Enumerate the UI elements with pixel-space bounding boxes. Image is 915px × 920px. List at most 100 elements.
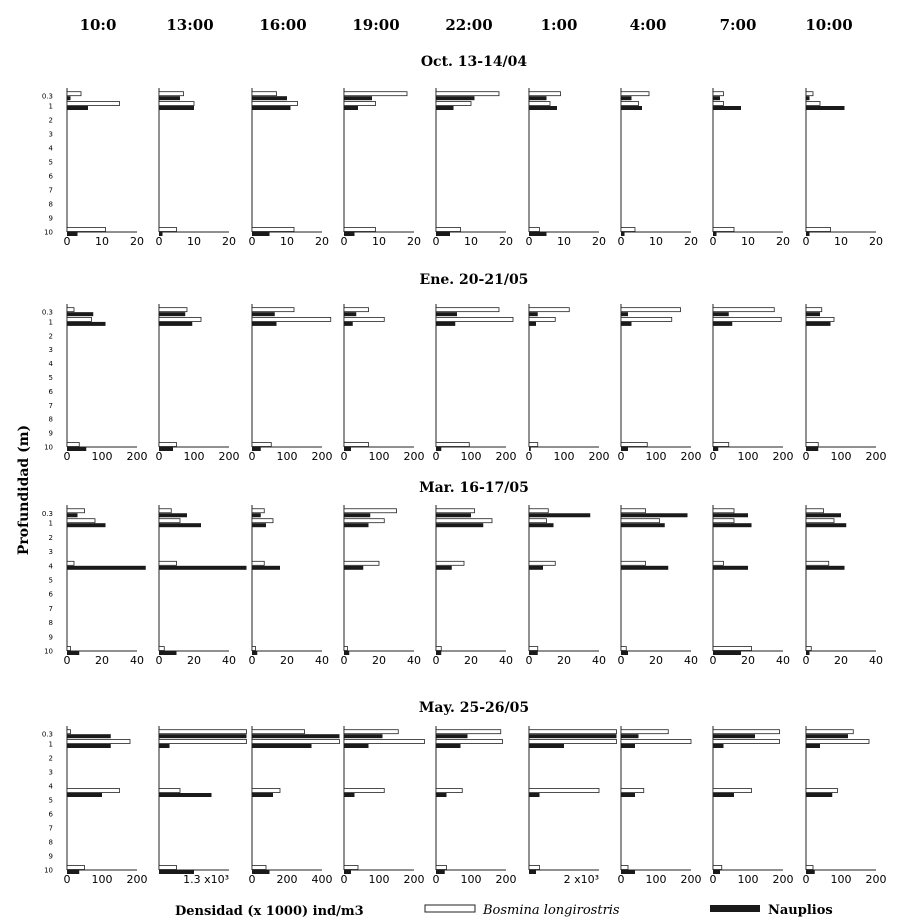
x-tick-label: 40 [684, 654, 698, 667]
x-tick-label: 20 [407, 235, 421, 248]
bar-bosmina [158, 101, 195, 106]
bar-bosmina [251, 646, 256, 651]
bar-bosmina [712, 518, 735, 524]
bar-bosmina [66, 316, 92, 322]
bar-nauplios [159, 793, 212, 797]
depth-tick-label: 9 [49, 215, 53, 223]
panel: 0 100 200 [803, 304, 887, 463]
depth-tick-label: 10 [44, 229, 53, 237]
bar-bosmina [712, 865, 723, 870]
bar-nauplios [67, 106, 88, 110]
bar-nauplios [436, 312, 457, 317]
bar-bosmina [251, 729, 305, 735]
bar-bosmina [158, 729, 247, 735]
x-tick-label: 100 [831, 450, 852, 463]
x-tick-label: 40 [499, 654, 513, 667]
x-tick-label: 20 [95, 654, 109, 667]
bar-nauplios [713, 312, 729, 317]
x-tick-label: 200 [589, 450, 610, 463]
panel: 2 x10³ [528, 726, 617, 886]
bar-nauplios [67, 651, 80, 655]
panel: 0 100 200 [433, 304, 517, 463]
section-title: Mar. 16-17/05 [419, 480, 529, 496]
bar-nauplios [529, 793, 540, 797]
bar-bosmina [805, 101, 821, 106]
panel: 0 100 200 [249, 304, 333, 463]
depth-tick-label: 4 [49, 562, 54, 570]
panel: 0 100 200 [433, 726, 517, 886]
bar-bosmina [528, 560, 556, 566]
bar-bosmina [805, 227, 831, 232]
bar-nauplios [621, 651, 628, 655]
bar-nauplios [159, 513, 187, 518]
panel: 0 100 200 [710, 726, 794, 886]
depth-tick-label: 3 [49, 131, 53, 139]
bar-bosmina [158, 739, 247, 744]
bar-bosmina [435, 560, 465, 566]
bar-nauplios [252, 523, 266, 528]
bar-bosmina [805, 307, 823, 313]
bar-nauplios [67, 565, 146, 570]
bar-bosmina [805, 518, 835, 524]
x-tick-label: 0 [803, 873, 810, 886]
bar-nauplios [713, 447, 719, 451]
x-tick-label: 0 [341, 654, 348, 667]
bar-bosmina [158, 865, 177, 870]
depth-tick-label: 0.3 [42, 731, 53, 739]
bar-nauplios [806, 513, 841, 518]
bar-bosmina [805, 442, 819, 447]
bar-bosmina [712, 729, 780, 735]
bar-bosmina [528, 101, 551, 106]
depth-tick-label: 9 [49, 430, 53, 438]
bar-nauplios [621, 734, 639, 739]
bar-nauplios [806, 734, 848, 739]
bar-bosmina [66, 865, 85, 870]
bar-nauplios [252, 870, 270, 874]
x-tick-label: 0 [64, 235, 71, 248]
bar-bosmina [528, 646, 539, 651]
bar-bosmina [528, 739, 617, 744]
depth-tick-label: 0.3 [42, 93, 53, 101]
bar-nauplios [621, 523, 665, 528]
bar-nauplios [621, 232, 625, 236]
bar-bosmina [158, 560, 177, 566]
bar-nauplios [713, 232, 717, 236]
time-label: 4:00 [630, 16, 667, 34]
bar-bosmina [343, 739, 425, 744]
x-tick-label: 20 [130, 235, 144, 248]
x-tick-label: 20 [834, 654, 848, 667]
bar-nauplios [436, 523, 484, 528]
bar-nauplios [806, 447, 819, 451]
bar-nauplios [252, 447, 261, 451]
depth-tick-label: 1 [49, 520, 53, 528]
depth-tick-label: 7 [49, 402, 53, 410]
depth-tick-label: 3 [49, 769, 53, 777]
x-tick-label: 200 [866, 873, 887, 886]
x-tick-label: 20 [187, 654, 201, 667]
depth-tick-label: 6 [49, 173, 54, 181]
bar-nauplios [159, 96, 180, 101]
bar-bosmina [435, 307, 500, 313]
bar-nauplios [159, 106, 194, 110]
x-tick-label: 200 [277, 873, 298, 886]
bar-nauplios [252, 734, 340, 739]
depth-tick-label: 7 [49, 825, 53, 833]
x-tick-label: 40 [130, 654, 144, 667]
bar-nauplios [159, 734, 247, 739]
x-tick-label: 10 [372, 235, 386, 248]
x-tick-label: 0 [710, 873, 717, 886]
y-axis-label: Profundidad (m) [16, 425, 32, 555]
bar-bosmina [620, 307, 681, 313]
panel: 0 10 20 [341, 88, 421, 248]
x-tick-label: 20 [776, 235, 790, 248]
x-tick-label: 0 [249, 450, 256, 463]
bar-nauplios [436, 793, 447, 797]
bar-bosmina [620, 560, 646, 566]
bar-bosmina [435, 101, 472, 106]
bar-nauplios [252, 565, 280, 570]
x-tick-label: 20 [649, 654, 663, 667]
panel: 0 100 200 [341, 726, 425, 886]
